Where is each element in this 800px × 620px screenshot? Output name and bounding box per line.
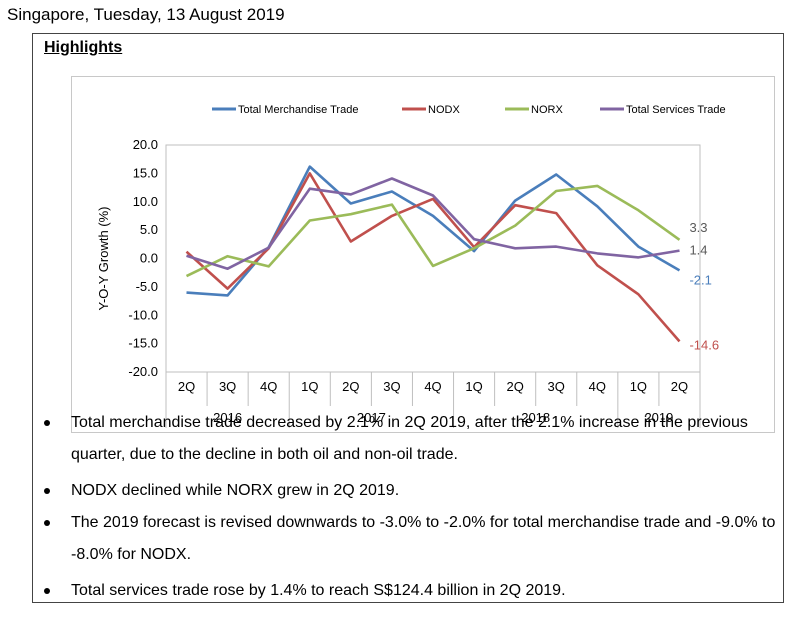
bullet-forecast: The 2019 forecast is revised downwards t… [39,507,779,571]
x-tick-label: 2Q [671,379,688,394]
x-tick-label: 3Q [548,379,565,394]
x-tick-label: 4Q [260,379,277,394]
trade-growth-chart: 20.0 15.0 10.0 5.0 0.0 -5.0 -10.0 -15.0 -20.0 Y-O… [71,76,775,433]
y-axis-label: Y-O-Y Growth (%) [96,206,111,310]
x-tick-label: 2Q [342,379,359,394]
x-tick-label: 1Q [301,379,318,394]
legend-label: NORX [531,104,563,116]
x-tick-label: 3Q [383,379,400,394]
end-label: 1.4 [689,243,707,258]
chart-svg: 20.0 15.0 10.0 5.0 0.0 -5.0 -10.0 -15.0 -20.0 Y-O… [96,104,726,428]
dateline: Singapore, Tuesday, 13 August 2019 [7,5,285,24]
y-tick-label: -5.0 [136,279,158,294]
series-line-nodx [185,172,681,343]
end-label: -2.1 [689,272,711,287]
x-tick-label: 1Q [630,379,647,394]
y-tick-label: -20.0 [128,364,158,379]
legend-label: NODX [428,104,460,116]
y-tick-label: 0.0 [140,251,158,266]
year-label: 2018 [521,410,550,425]
end-label: -14.6 [689,337,719,352]
series-line-norx [185,184,681,278]
y-tick-label: 15.0 [133,165,158,180]
x-tick-label: 3Q [219,379,236,394]
bullet-merchandise-trade: Total merchandise trade decreased by 2.1… [39,407,779,471]
highlights-list: Total merchandise trade decreased by 2.1… [39,407,779,607]
x-tick-label: 4Q [424,379,441,394]
year-label: 2019 [644,410,673,425]
x-tick-label: 4Q [589,379,606,394]
highlights-box: Highlights 20.0 15.0 10.0 5.0 0.0 -5.0 -10.0 -1… [32,33,784,603]
y-tick-label: 20.0 [133,137,158,152]
bullet-nodx-norx: NODX declined while NORX grew in 2Q 2019… [39,475,779,507]
plot-area [165,144,701,373]
y-tick-label: -15.0 [128,336,158,351]
bullet-services-trade: Total services trade rose by 1.4% to rea… [39,575,779,607]
x-tick-label: 1Q [465,379,482,394]
series-line-total-merchandise-trade [186,165,681,297]
year-label: 2017 [357,410,386,425]
y-tick-label: -10.0 [128,307,158,322]
end-label: 3.3 [689,220,707,235]
year-label: 2016 [213,410,242,425]
series-line-total-services-trade [186,177,680,270]
x-tick-label: 2Q [178,379,195,394]
x-tick-label: 2Q [506,379,523,394]
y-tick-label: 10.0 [133,194,158,209]
y-tick-label: 5.0 [140,222,158,237]
legend-label: Total Services Trade [626,104,726,116]
legend-label: Total Merchandise Trade [238,104,358,116]
highlights-title: Highlights [44,39,123,56]
